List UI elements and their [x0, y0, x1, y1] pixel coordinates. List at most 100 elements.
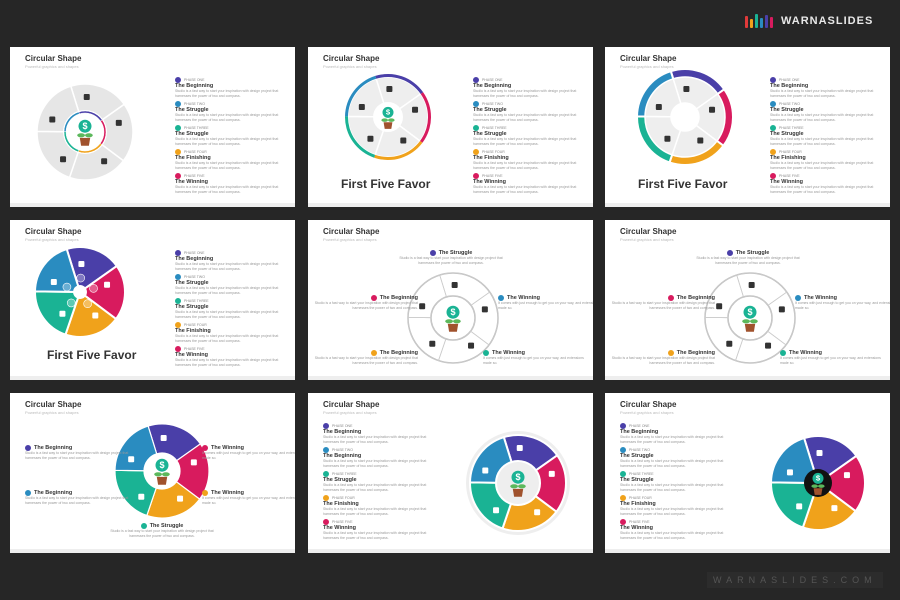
item-body: It comes with just enough to get you on … [795, 301, 890, 310]
brand-name: WARNASLIDES [781, 15, 874, 27]
circular-diagram [33, 246, 126, 338]
segment-icon [482, 467, 489, 474]
item-body: Studio is a fast way to start your inspi… [620, 531, 724, 540]
number-badge [62, 282, 72, 292]
slide-thumbnail[interactable]: $ Circular Shape Powerful graphics and sha… [605, 393, 890, 553]
diagram-segment [33, 247, 80, 293]
phase-label: PHASE TWO [482, 102, 503, 106]
slide-subtitle: Powerful graphics and shapes [323, 237, 377, 242]
item-heading: The Winning [211, 490, 244, 496]
dollar-coin-icon [511, 470, 525, 484]
list-item: PHASE THREE The Struggle Studio is a fast … [473, 125, 583, 146]
slide-title: Circular Shape [323, 227, 380, 236]
item-body: Studio is a fast way to start your inspi… [323, 435, 427, 444]
item-heading: The Winning [473, 179, 506, 185]
number-badge [66, 298, 76, 308]
item-heading: The Beginning [620, 429, 659, 435]
item-body: It comes with just enough to get you on … [202, 451, 295, 460]
slide-thumbnail[interactable]: $ Circular Shape Powerful graphics and sha… [605, 220, 890, 380]
pot-icon [79, 137, 91, 146]
circular-diagram: $ [704, 272, 796, 364]
segment-icon [451, 282, 458, 289]
slide-thumbnail[interactable]: $ Circular Shape Powerful graphics and sha… [10, 393, 295, 553]
segment-icon [516, 445, 523, 452]
pot-icon [156, 476, 168, 485]
slide-title: Circular Shape [25, 54, 82, 63]
leaf-icon [510, 484, 518, 489]
slide-footer-bar [308, 549, 593, 553]
slide-thumbnail[interactable]: Circular Shape Powerful graphics and shap… [605, 47, 890, 207]
item-heading: The Beginning [175, 83, 214, 89]
number-badge [76, 273, 85, 283]
item-body: Studio is a fast way to start your inspi… [770, 89, 874, 98]
phase-dot-icon [473, 77, 479, 83]
dollar-sign-icon: $ [816, 474, 821, 483]
slide-subtitle: Powerful graphics and shapes [323, 410, 377, 415]
item-body: Studio is a fast way to start your inspi… [611, 301, 715, 310]
phase-label: PHASE ONE [482, 78, 503, 82]
list-item: PHASE ONE The Beginning Studio is a fast w… [620, 423, 730, 444]
slide-thumbnail[interactable]: $ Circular Shape Powerful graphics and sha… [308, 393, 593, 553]
brand-logo: WARNASLIDES [745, 14, 873, 28]
item-dot-icon [667, 295, 674, 301]
item-body: Studio is a fast way to start your inspi… [770, 113, 874, 122]
segment-icon [468, 342, 475, 349]
phase-label: PHASE FOUR [629, 496, 652, 500]
slide-caption: First Five Favor [47, 348, 137, 362]
item-heading: The Finishing [620, 501, 656, 507]
slide-thumbnail[interactable]: $ Circular Shape Powerful graphics and sha… [308, 220, 593, 380]
list-item: PHASE TWO The Beginning Studio is a fast w… [323, 447, 433, 468]
segment-icon [367, 135, 374, 142]
diagram-segment [468, 435, 513, 484]
segment-icon [358, 104, 365, 111]
segment-icon [177, 495, 184, 502]
circular-diagram: $ [466, 431, 570, 535]
circular-diagram [635, 68, 734, 166]
item-heading: The Beginning [473, 83, 512, 89]
slide-thumbnail[interactable]: Circular Shape Powerful graphics and shap… [10, 220, 295, 380]
item-body: Studio is a fast way to start your inspi… [473, 161, 577, 170]
list-item: The Beginning Studio is a fast way to sta… [308, 350, 418, 365]
item-body: Studio is a fast way to start your inspi… [110, 529, 214, 538]
phase-label: PHASE THREE [779, 126, 804, 130]
item-body: Studio is a fast way to start your inspi… [473, 113, 577, 122]
item-heading: The Beginning [175, 256, 214, 262]
segment-icon [160, 435, 167, 442]
phase-label: PHASE ONE [779, 78, 800, 82]
segment-icon [748, 282, 755, 289]
phase-dot-icon [620, 471, 626, 477]
segment-icon [786, 469, 793, 476]
item-heading: The Winning [323, 525, 356, 531]
list-item: The Beginning Studio is a fast way to sta… [605, 350, 715, 365]
leaf-icon [85, 133, 93, 138]
leaf-icon [154, 472, 163, 477]
phase-label: PHASE ONE [184, 251, 205, 255]
segment-icon [765, 342, 772, 349]
item-heading: The Struggle [735, 250, 770, 256]
slide-footer-bar [10, 376, 295, 380]
segment-icon [59, 310, 66, 317]
item-body: Studio is a fast way to start your inspi… [175, 286, 279, 295]
segment-icon [101, 158, 108, 165]
logo-bar [770, 17, 773, 28]
slide-thumbnail[interactable]: $ Circular Shape Powerful graphics and sha… [10, 47, 295, 207]
phase-label: PHASE FIVE [629, 520, 650, 524]
list-item: PHASE FOUR The Finishing Studio is a fast … [770, 149, 880, 170]
phase-label: PHASE FIVE [482, 174, 503, 178]
list-item: PHASE FIVE The Winning Studio is a fast wa… [770, 173, 880, 194]
pot-icon [447, 323, 459, 332]
item-heading: The Finishing [175, 328, 211, 334]
number-badge [89, 284, 98, 293]
phase-dot-icon [323, 447, 329, 453]
slide-thumbnail[interactable]: $ Circular Shape Powerful graphics and sha… [308, 47, 593, 207]
phase-label: PHASE FOUR [184, 323, 207, 327]
slide-title: Circular Shape [25, 227, 82, 236]
phase-label: PHASE TWO [184, 275, 205, 279]
segment-icon [78, 261, 85, 268]
item-body: Studio is a fast way to start your inspi… [175, 137, 279, 146]
item-body: It comes with just enough to get you on … [202, 496, 295, 505]
list-item: The Winning It comes with just enough to … [202, 445, 295, 460]
list-item: The Beginning Studio is a fast way to sta… [25, 445, 135, 460]
item-heading: The Beginning [323, 429, 362, 435]
slide-title: Circular Shape [323, 54, 380, 63]
